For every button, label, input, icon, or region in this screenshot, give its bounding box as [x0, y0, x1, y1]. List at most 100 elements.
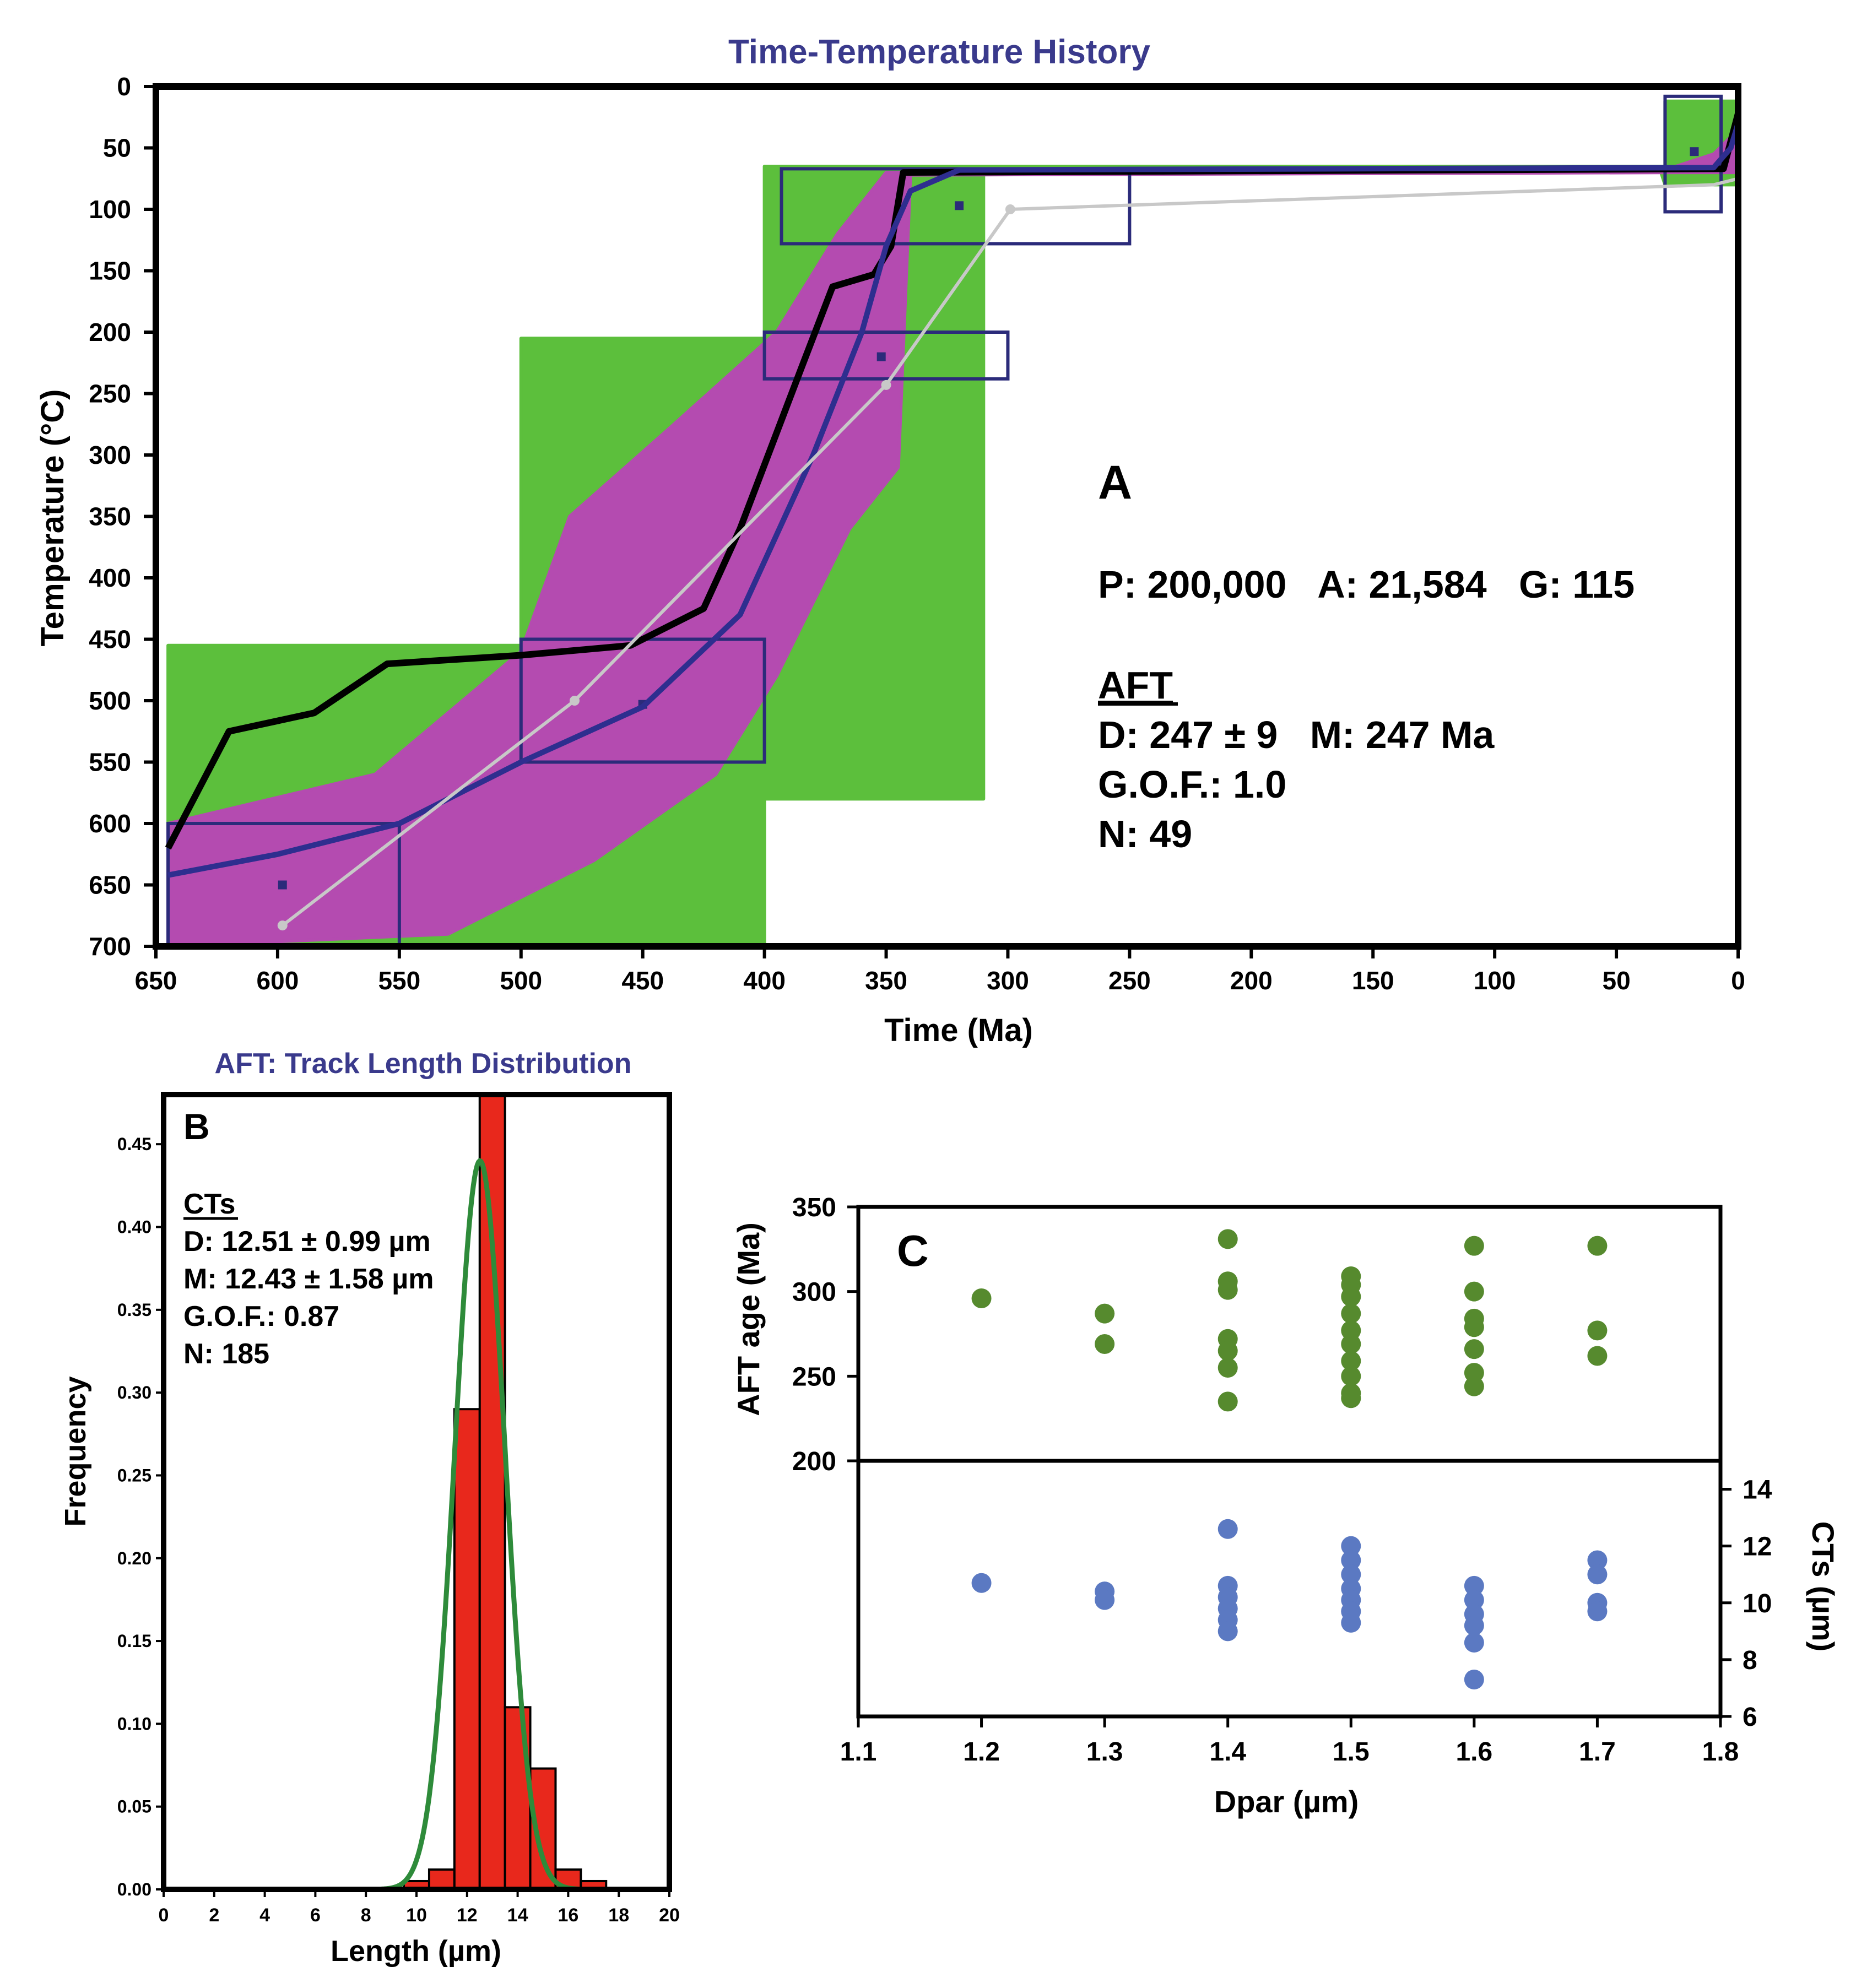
panel-b-title: AFT: Track Length Distribution — [215, 1048, 632, 1080]
panel-c-cts-point-1 — [971, 1573, 992, 1593]
panel-c-age-point-16 — [1341, 1334, 1361, 1354]
panel-a-ytick-label: 350 — [89, 502, 131, 531]
panel-c-cts-point-23 — [1587, 1550, 1608, 1570]
panel-a-xtick-label: 450 — [621, 966, 664, 995]
panel-a-ytick-label: 200 — [89, 318, 131, 346]
panel-a-aft-dm: D: 247 ± 9 M: 247 Ma — [1098, 713, 1495, 756]
panel-a-xtick-label: 500 — [500, 966, 542, 995]
panel-c-xtick-label: 1.3 — [1086, 1737, 1123, 1767]
panel-a-xtick-label: 400 — [743, 966, 786, 995]
panel-c-age-point-17 — [1341, 1351, 1361, 1371]
panel-c-age-point-29 — [1587, 1320, 1608, 1341]
panel-b-xtick-label: 6 — [310, 1905, 321, 1926]
panel-c-age-point-28 — [1587, 1236, 1608, 1256]
panel-b-ytick-label: 0.40 — [117, 1217, 151, 1237]
panel-a-series-3-marker-2 — [569, 696, 580, 706]
panel-a-xtick-label: 550 — [378, 966, 420, 995]
panel-a-ytick-label: 250 — [89, 380, 131, 408]
panel-a-xtick-label: 300 — [987, 966, 1029, 995]
panel-a-constraint-center-3 — [876, 352, 886, 361]
panel-a-constraint-center-4 — [955, 201, 964, 210]
panel-a-ytick-label: 400 — [89, 564, 131, 592]
panel-b-ytick-label: 0.05 — [117, 1797, 151, 1817]
panel-a-stats: P: 200,000 A: 21,584 G: 115 — [1098, 563, 1635, 606]
panel-c-chart: 1.1 1.2 1.3 1.4 1.5 1.6 1.7 1.8 200 250 300 350 6 8 10… — [731, 1193, 1841, 1819]
panel-b-histogram-bar-4 — [478, 1093, 506, 1891]
panel-a-ytick-label: 600 — [89, 809, 131, 838]
panel-a-label: A — [1098, 456, 1132, 509]
panel-a-ytick-label: 0 — [117, 72, 131, 101]
panel-a-xtick-label: 100 — [1474, 966, 1516, 995]
panel-a-xtick-label: 350 — [865, 966, 907, 995]
panel-a-constraint-center-1 — [278, 880, 287, 890]
panel-c-age-point-10 — [1218, 1391, 1238, 1412]
panel-b-ytick-label: 0.35 — [117, 1300, 151, 1320]
panel-b-ytick-label: 0.00 — [117, 1879, 151, 1899]
panel-c-age-point-8 — [1218, 1341, 1238, 1361]
panel-b-ylabel: Frequency — [59, 1376, 92, 1526]
panel-a-title: Time-Temperature History — [728, 33, 1151, 71]
panel-a-xtick-label: 650 — [135, 966, 177, 995]
panel-c-bottom-ytick-label: 12 — [1743, 1532, 1772, 1562]
panel-c-top-ytick-label: 200 — [792, 1447, 836, 1476]
panel-c-label: C — [897, 1226, 929, 1275]
panel-b-ytick-label: 0.10 — [117, 1714, 151, 1734]
panel-b-chart: AFT: Track Length Distribution 0 2 4 6 8 10 12… — [59, 1048, 680, 1968]
panel-b-xtick-label: 4 — [259, 1905, 270, 1926]
panel-b-ytick-label: 0.25 — [117, 1465, 151, 1485]
panel-a-ytick-label: 650 — [89, 871, 131, 900]
panel-a-ytick-label: 150 — [89, 257, 131, 285]
panel-c-age-point-25 — [1464, 1339, 1484, 1359]
panel-c-age-point-18 — [1341, 1366, 1361, 1386]
panel-b-xtick-label: 18 — [608, 1905, 629, 1926]
panel-c-xtick-label: 1.8 — [1702, 1737, 1739, 1767]
panel-c-bottom-ylabel: CTs (µm) — [1806, 1521, 1841, 1652]
panel-c-xtick-label: 1.6 — [1455, 1737, 1492, 1767]
panel-b-xtick-label: 20 — [659, 1905, 680, 1926]
panel-a-constraint-box-3 — [762, 331, 1010, 381]
panel-c-bottom-ytick-label: 10 — [1743, 1589, 1772, 1618]
panel-c-age-point-1 — [971, 1288, 992, 1308]
panel-c-cts-point-11 — [1341, 1550, 1361, 1570]
panel-b-d-line: D: 12.51 ± 0.99 µm — [183, 1226, 431, 1258]
panel-c-cts-point-4 — [1218, 1519, 1238, 1539]
panel-a-series-line-2 — [167, 122, 1741, 878]
panel-c-bottom-ytick-label: 6 — [1743, 1703, 1757, 1732]
panel-c-age-point-22 — [1464, 1281, 1484, 1302]
panel-b-xtick-label: 2 — [209, 1905, 219, 1926]
panel-b-histogram-bar-2 — [428, 1868, 456, 1891]
panel-c-top-ytick-label: 350 — [792, 1193, 836, 1222]
panel-a-aft-n: N: 49 — [1098, 812, 1192, 855]
panel-c-xtick-label: 1.1 — [840, 1737, 877, 1767]
panel-c-age-point-6 — [1218, 1280, 1238, 1300]
panel-b-m-line: M: 12.43 ± 1.58 µm — [183, 1263, 434, 1295]
panel-c-cts-point-16 — [1341, 1612, 1361, 1633]
panel-c-cts-point-20 — [1464, 1616, 1484, 1636]
panel-b-ytick-label: 0.15 — [117, 1631, 151, 1651]
panel-c-cts-point-9 — [1218, 1621, 1238, 1642]
panel-c-top-ylabel: AFT age (Ma) — [731, 1222, 766, 1416]
panel-a-ytick-label: 50 — [103, 134, 131, 162]
panel-a-series-3-marker-1 — [277, 920, 288, 931]
panel-b-ytick-label: 0.20 — [117, 1548, 151, 1568]
panel-a-series-line-1 — [165, 112, 1741, 850]
panel-a-ytick-label: 700 — [89, 932, 131, 961]
panel-c-cts-point-18 — [1464, 1590, 1484, 1610]
panel-c-age-point-24 — [1464, 1317, 1484, 1337]
panel-a-series-3-marker-4 — [1005, 204, 1015, 214]
panel-c-age-point-20 — [1341, 1388, 1361, 1409]
panel-b-xtick-label: 0 — [159, 1905, 169, 1926]
panel-b-ytick-label: 0.30 — [117, 1383, 151, 1402]
panel-a-ytick-label: 450 — [89, 625, 131, 654]
panel-b-cts-heading: CTs — [183, 1188, 235, 1220]
panel-c-age-point-14 — [1341, 1303, 1361, 1324]
panel-a-aft-gof: G.O.F.: 1.0 — [1098, 763, 1286, 806]
panel-c-age-point-21 — [1464, 1236, 1484, 1256]
panel-c-xtick-label: 1.5 — [1333, 1737, 1370, 1767]
panel-c-cts-point-3 — [1095, 1590, 1115, 1610]
panel-c-age-point-9 — [1218, 1357, 1238, 1378]
panel-c-cts-point-10 — [1341, 1536, 1361, 1556]
panel-b-xlabel: Length (µm) — [331, 1935, 501, 1968]
panel-a-xtick-label: 150 — [1352, 966, 1394, 995]
